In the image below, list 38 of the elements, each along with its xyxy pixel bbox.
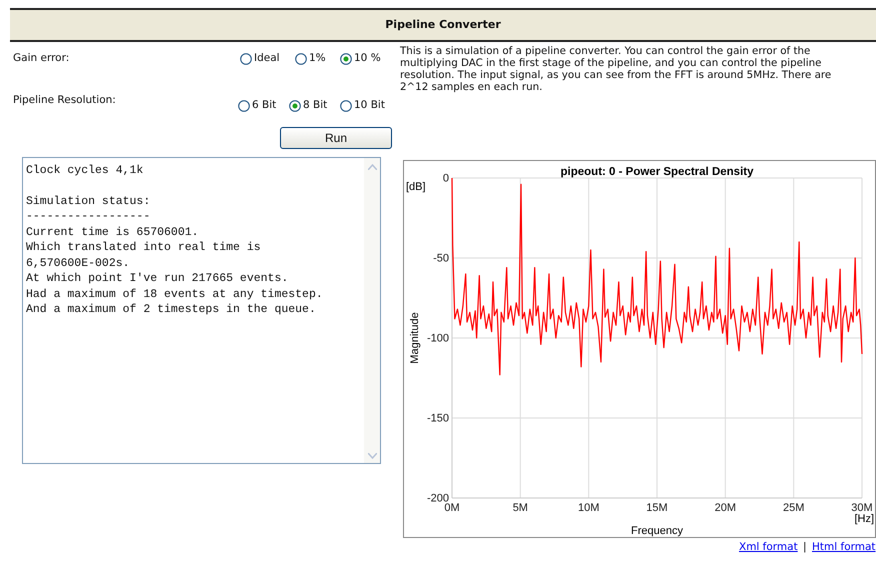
text: 8 Bit bbox=[303, 99, 328, 111]
text: At which point I've run 217665 events. bbox=[26, 271, 288, 286]
text: 6 Bit bbox=[252, 99, 276, 111]
x-tick-label: 5M bbox=[512, 502, 528, 514]
x-axis-title: Frequency bbox=[631, 525, 684, 537]
text: Xml format bbox=[739, 541, 798, 553]
y-tick-label: -100 bbox=[426, 332, 449, 345]
text: This is a simulation of a pipeline converter. You can control the gain error of the multiplying DAC in the first stage of the pipeline, and you can control the pipeline resolution. The input signal, as you can see from the FFT is around 5MHz. There are 2^12 samples en each run. bbox=[400, 45, 832, 93]
text: Had a maximum of 18 events at any timestep. bbox=[26, 287, 323, 302]
y-tick-label: -50 bbox=[433, 252, 449, 265]
button: Run bbox=[280, 127, 392, 149]
y-axis-title: Magnitude bbox=[409, 312, 421, 364]
x-tick-label: 10M bbox=[578, 502, 600, 514]
text: Current time is 65706001. bbox=[26, 225, 199, 240]
x-tick-label: 15M bbox=[646, 502, 668, 514]
text: And a maximum of 2 timesteps in the queue. bbox=[26, 302, 316, 318]
text: Gain error: bbox=[13, 52, 70, 64]
text: [Hz] bbox=[854, 513, 874, 525]
text: Clock cycles 4,1k bbox=[26, 163, 144, 178]
text: 1% bbox=[309, 52, 326, 64]
text: Which translated into real time is bbox=[26, 240, 261, 256]
x-tick-label: 20M bbox=[714, 502, 736, 514]
x-tick-label: 25M bbox=[782, 502, 804, 514]
text: Simulation status: bbox=[26, 194, 150, 210]
text: Pipeline Converter bbox=[10, 8, 876, 42]
text: Ideal bbox=[254, 52, 280, 64]
text: 6,570600E-002s. bbox=[26, 256, 130, 272]
text: 10 Bit bbox=[354, 99, 385, 111]
text: Html format bbox=[812, 541, 876, 553]
y-tick-label: -150 bbox=[426, 412, 449, 425]
text: [dB] bbox=[406, 181, 426, 193]
y-tick-label: 0 bbox=[442, 172, 449, 185]
chart-title: pipeout: 0 - Power Spectral Density bbox=[560, 166, 754, 178]
text: 10 % bbox=[354, 52, 381, 64]
text: | bbox=[803, 541, 807, 553]
x-tick-label: 30M bbox=[851, 502, 873, 514]
text: ------------------ bbox=[26, 209, 150, 224]
text: Pipeline Resolution: bbox=[13, 94, 116, 106]
